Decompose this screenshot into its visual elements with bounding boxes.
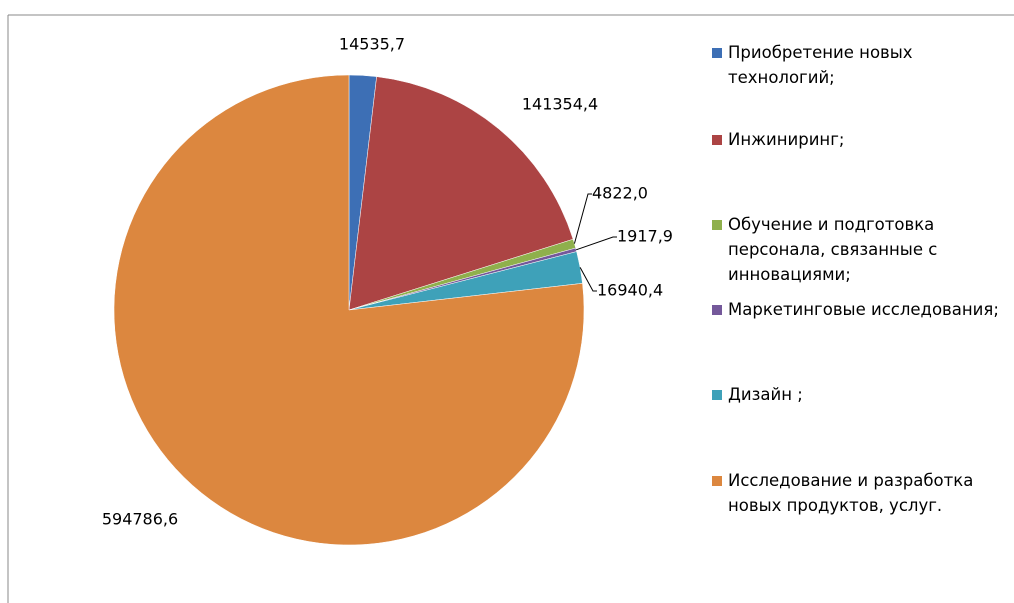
data-label: 1917,9 (617, 227, 673, 246)
legend-label: Приобретение новых технологий; (728, 43, 913, 87)
data-label: 16940,4 (597, 281, 663, 300)
legend-label: Обучение и подготовка персонала, связанн… (728, 215, 938, 284)
pie-slice (113, 74, 585, 546)
legend-item: Инжиниринг; (712, 127, 1007, 152)
data-label: 4822,0 (592, 184, 648, 203)
legend-item: Обучение и подготовка персонала, связанн… (712, 212, 1007, 287)
leader-line (579, 267, 597, 292)
legend-swatch (712, 390, 722, 400)
legend-swatch (712, 48, 722, 58)
legend-item: Маркетинговые исследования; (712, 297, 1007, 322)
legend-swatch (712, 305, 722, 315)
legend-label: Исследование и разработка новых продукто… (728, 471, 974, 515)
data-label: 14535,7 (339, 35, 405, 54)
leader-line (573, 193, 592, 244)
data-label: 141354,4 (522, 95, 598, 114)
legend-label: Дизайн ; (728, 385, 803, 404)
pie-slice (348, 76, 574, 311)
data-label: 594786,6 (102, 510, 178, 529)
legend-item: Дизайн ; (712, 382, 1007, 407)
legend-swatch (712, 476, 722, 486)
legend-swatch (712, 220, 722, 230)
legend-label: Инжиниринг; (728, 130, 845, 149)
legend-label: Маркетинговые исследования; (728, 300, 999, 319)
legend-item: Исследование и разработка новых продукто… (712, 468, 1007, 518)
legend-item: Приобретение новых технологий; (712, 40, 1007, 90)
leader-line (575, 236, 617, 251)
legend-swatch (712, 135, 722, 145)
